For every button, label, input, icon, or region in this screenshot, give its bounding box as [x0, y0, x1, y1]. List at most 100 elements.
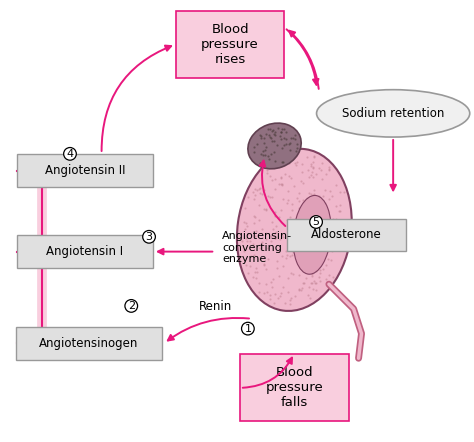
Point [328, 193, 336, 200]
Point [268, 232, 275, 240]
Point [261, 187, 268, 194]
Point [319, 211, 327, 218]
Point [308, 191, 315, 198]
Point [249, 188, 257, 195]
Point [275, 213, 283, 221]
Point [293, 194, 301, 202]
Point [318, 207, 326, 214]
Point [256, 159, 264, 166]
Point [287, 139, 294, 146]
Point [279, 263, 286, 270]
Point [255, 185, 263, 192]
Point [279, 159, 286, 166]
Point [280, 126, 287, 133]
Point [264, 289, 271, 296]
Point [311, 233, 319, 240]
Point [260, 261, 268, 268]
Point [289, 134, 296, 141]
Point [303, 154, 311, 161]
Point [310, 278, 318, 285]
Point [257, 150, 264, 157]
Point [240, 248, 248, 255]
Point [328, 236, 336, 244]
Point [276, 293, 284, 300]
Point [299, 245, 307, 252]
Point [277, 128, 284, 135]
Point [284, 274, 292, 282]
Text: 4: 4 [66, 149, 73, 159]
Point [251, 213, 258, 220]
Point [258, 238, 266, 245]
Point [311, 199, 319, 206]
Point [335, 207, 342, 214]
Point [304, 292, 311, 299]
Point [262, 143, 270, 150]
Point [259, 151, 266, 158]
Point [293, 145, 301, 152]
Point [250, 273, 257, 280]
Text: 2: 2 [128, 301, 135, 311]
Point [327, 223, 335, 230]
Point [262, 206, 270, 213]
Point [309, 168, 316, 175]
Point [323, 249, 330, 256]
Point [256, 256, 264, 263]
Point [286, 214, 294, 221]
Point [310, 191, 318, 198]
Point [251, 144, 258, 151]
Point [280, 134, 287, 141]
Point [309, 191, 317, 198]
Point [289, 251, 296, 258]
Point [277, 206, 285, 213]
FancyBboxPatch shape [176, 11, 284, 78]
Point [278, 160, 286, 168]
Point [284, 196, 292, 203]
Point [321, 222, 329, 229]
Point [279, 160, 286, 167]
Point [321, 187, 328, 194]
Point [267, 172, 274, 179]
Point [300, 263, 308, 270]
Point [332, 182, 339, 189]
Point [242, 219, 249, 226]
Point [271, 130, 278, 137]
Point [309, 271, 316, 278]
Point [256, 132, 264, 139]
Point [310, 256, 318, 263]
Point [286, 297, 293, 304]
Point [263, 229, 270, 236]
Point [262, 131, 270, 138]
Point [272, 128, 279, 135]
Point [272, 209, 279, 216]
Point [319, 175, 326, 183]
Point [293, 230, 301, 237]
Point [271, 213, 279, 220]
Point [309, 240, 316, 247]
Point [315, 274, 323, 281]
Text: 1: 1 [245, 324, 251, 334]
Point [273, 264, 281, 271]
Point [336, 202, 344, 209]
Point [266, 291, 273, 298]
Point [319, 239, 327, 246]
Point [279, 158, 286, 165]
Point [285, 173, 293, 180]
Point [324, 221, 332, 228]
Point [297, 177, 305, 184]
Point [305, 173, 313, 180]
Point [327, 219, 334, 226]
Point [264, 126, 272, 133]
Point [294, 221, 301, 229]
Point [286, 252, 294, 259]
Point [265, 132, 273, 139]
Point [242, 261, 250, 268]
Point [336, 225, 343, 232]
Point [295, 271, 302, 278]
Point [319, 192, 327, 199]
Point [251, 148, 258, 155]
Point [245, 269, 252, 276]
Ellipse shape [237, 149, 352, 311]
Point [278, 182, 286, 189]
Point [273, 141, 281, 148]
Point [275, 272, 283, 279]
